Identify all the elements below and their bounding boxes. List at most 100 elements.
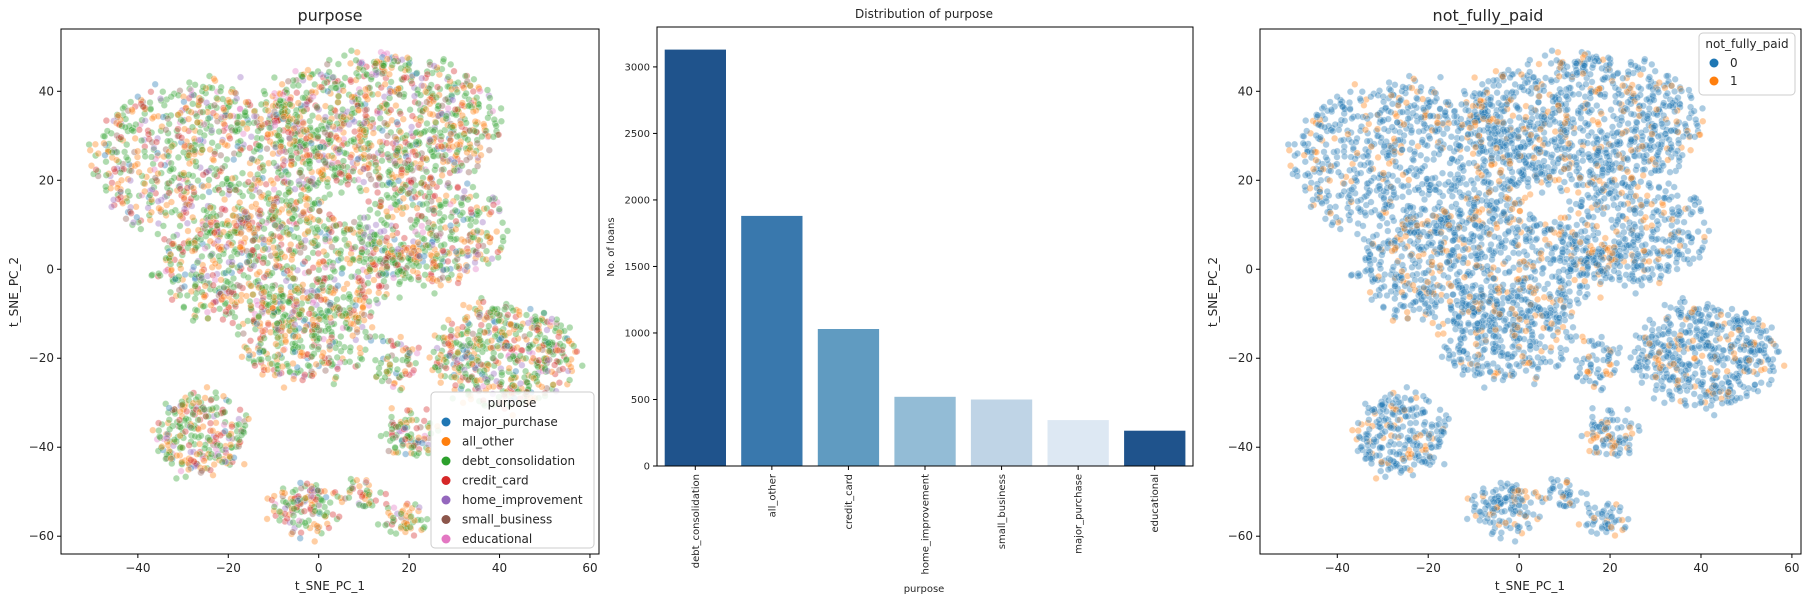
scatter-purpose-point xyxy=(236,73,245,81)
scatter-purpose-point xyxy=(191,137,199,146)
scatter-purpose-point xyxy=(226,112,235,120)
scatter-purpose-point xyxy=(241,208,249,216)
scatter-purpose-point xyxy=(244,178,252,186)
scatter-purpose-point xyxy=(269,150,277,158)
scatter-purpose-point xyxy=(393,118,401,126)
scatter-purpose-point xyxy=(492,122,500,130)
scatter-purpose-point xyxy=(400,73,408,82)
scatter-purpose-point xyxy=(321,194,329,202)
scatter-purpose-point xyxy=(334,60,343,68)
scatter-purpose-point xyxy=(470,75,478,83)
scatter-purpose-point xyxy=(334,492,342,501)
scatter-purpose-point xyxy=(201,444,209,452)
scatter-purpose-point xyxy=(356,184,364,192)
scatter-purpose-point xyxy=(223,99,231,107)
scatter-purpose-point xyxy=(221,408,229,416)
scatter-purpose-point xyxy=(349,332,357,340)
scatter-purpose-point xyxy=(119,111,127,119)
scatter-purpose-point xyxy=(94,149,102,158)
scatter-purpose-point xyxy=(278,103,286,111)
scatter-purpose-point xyxy=(135,168,143,176)
scatter-purpose-point xyxy=(387,528,395,536)
bar-small-business xyxy=(970,399,1033,466)
scatter-purpose-point xyxy=(306,126,314,134)
scatter-purpose-point xyxy=(414,238,422,246)
scatter-purpose-point xyxy=(415,449,423,457)
scatter-purpose-point xyxy=(326,314,335,322)
scatter-purpose-point xyxy=(248,192,256,200)
scatter-purpose-point xyxy=(201,282,209,290)
scatter-purpose-point xyxy=(385,70,394,78)
scatter-purpose-point xyxy=(290,233,298,241)
scatter-not-fully-paid-point xyxy=(1380,125,1388,133)
scatter-purpose-point xyxy=(380,277,388,285)
scatter-purpose-point xyxy=(264,194,272,202)
scatter-purpose-point xyxy=(321,327,330,335)
scatter-purpose-point xyxy=(549,381,557,389)
scatter-purpose-point xyxy=(175,244,183,252)
scatter-purpose-point xyxy=(444,73,452,81)
scatter-purpose-point xyxy=(202,232,210,240)
scatter-purpose-point xyxy=(348,273,356,281)
scatter-purpose-point xyxy=(196,118,204,127)
scatter-purpose-point xyxy=(526,330,534,338)
scatter-purpose-point xyxy=(394,245,402,253)
scatter-purpose-point xyxy=(314,132,322,140)
scatter-not-fully-paid-point xyxy=(1351,80,1359,88)
scatter-purpose-point xyxy=(415,503,423,512)
scatter-purpose-point xyxy=(220,293,228,301)
scatter-purpose-point xyxy=(442,358,451,366)
scatter-purpose-point xyxy=(521,367,530,375)
scatter-purpose-legend-marker xyxy=(441,515,451,524)
scatter-purpose-point xyxy=(241,108,249,117)
scatter-purpose-point xyxy=(484,232,492,240)
scatter-purpose-point xyxy=(189,213,197,221)
scatter-purpose-point xyxy=(165,189,173,197)
scatter-purpose-point xyxy=(243,258,251,266)
scatter-purpose-point xyxy=(345,173,353,181)
scatter-purpose-point xyxy=(383,132,392,140)
scatter-purpose-point xyxy=(102,158,110,166)
scatter-purpose-points xyxy=(85,47,586,546)
scatter-purpose-point xyxy=(466,127,474,135)
scatter-purpose-point xyxy=(305,137,314,145)
scatter-purpose-point xyxy=(113,165,121,173)
scatter-purpose-point xyxy=(236,261,244,270)
scatter-purpose-point xyxy=(279,346,288,354)
scatter-purpose-point xyxy=(277,142,285,151)
scatter-purpose-point xyxy=(444,316,453,324)
scatter-purpose-point xyxy=(405,61,413,69)
scatter-purpose-point xyxy=(192,162,200,170)
scatter-purpose-point xyxy=(328,243,336,251)
scatter-purpose-point xyxy=(230,283,238,291)
scatter-purpose-point xyxy=(555,379,564,387)
scatter-purpose-point xyxy=(214,236,222,244)
scatter-purpose-point xyxy=(180,169,188,177)
scatter-purpose-point xyxy=(209,209,217,217)
scatter-purpose-point xyxy=(206,466,214,474)
scatter-purpose-point xyxy=(205,436,214,444)
scatter-purpose-point xyxy=(254,127,262,135)
scatter-purpose-point xyxy=(286,187,295,195)
scatter-purpose-point xyxy=(264,354,272,363)
scatter-purpose-point xyxy=(194,416,202,424)
scatter-purpose-point xyxy=(116,188,125,196)
scatter-purpose-point xyxy=(324,87,332,95)
scatter-purpose-point xyxy=(330,154,338,162)
scatter-purpose-point xyxy=(410,92,419,100)
scatter-purpose-point xyxy=(265,115,274,123)
scatter-purpose-point xyxy=(397,524,405,532)
scatter-purpose-point xyxy=(121,123,129,131)
scatter-purpose-point xyxy=(87,162,96,170)
scatter-purpose-point xyxy=(231,126,239,134)
scatter-purpose-point xyxy=(340,293,348,301)
scatter-purpose-point xyxy=(279,228,288,236)
scatter-purpose-point xyxy=(479,218,487,226)
scatter-purpose-point xyxy=(120,103,129,111)
scatter-purpose-point xyxy=(198,252,206,260)
scatter-purpose-point xyxy=(166,425,174,433)
scatter-purpose-point xyxy=(450,167,458,175)
scatter-purpose-point xyxy=(278,303,287,311)
scatter-purpose-point xyxy=(326,118,334,126)
scatter-purpose-point xyxy=(203,383,211,391)
